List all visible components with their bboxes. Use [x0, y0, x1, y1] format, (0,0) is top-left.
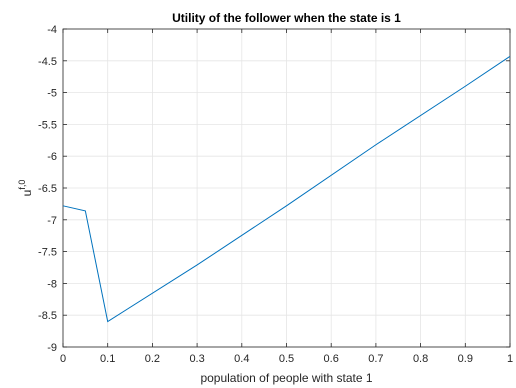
y-tick-label: -6: [47, 151, 57, 163]
x-tick-label: 0.9: [458, 353, 473, 365]
x-tick-label: 1: [507, 353, 513, 365]
chart-title: Utility of the follower when the state i…: [172, 11, 401, 25]
x-tick-label: 0.7: [368, 353, 383, 365]
y-tick-label: -7: [47, 215, 57, 227]
series-group: [62, 55, 511, 323]
x-tick-label: 0.8: [413, 353, 428, 365]
x-tick-label: 0: [60, 353, 66, 365]
x-tick-label: 0.6: [324, 353, 339, 365]
y-tick-label: -4: [47, 24, 57, 36]
x-axis-label: population of people with state 1: [200, 371, 372, 385]
y-tick-label: -8: [47, 278, 57, 290]
x-tick-label: 0.4: [234, 353, 249, 365]
y-tick-labels: -9 -8.5 -8 -7.5 -7 -6.5 -6 -5.5 -5 -4.5 -4: [38, 24, 57, 354]
x-tick-label: 0.1: [100, 353, 115, 365]
y-axis-label: uf,0: [17, 180, 34, 197]
y-tick-label: -7.5: [38, 247, 57, 259]
x-tick-labels: 0 0.1 0.2 0.3 0.4 0.5 0.6 0.7 0.8 0.9 1: [60, 353, 513, 365]
y-tick-label: -5: [47, 88, 57, 100]
y-axis-label-base: u: [20, 190, 34, 197]
y-tick-label: -9: [47, 342, 57, 354]
y-tick-label: -8.5: [38, 310, 57, 322]
series-line: [62, 55, 511, 323]
x-tick-label: 0.2: [145, 353, 160, 365]
x-tick-label: 0.3: [189, 353, 204, 365]
x-tick-label: 0.5: [279, 353, 294, 365]
y-tick-label: -4.5: [38, 56, 57, 68]
y-axis-label-superscript: f,0: [17, 180, 27, 190]
y-tick-label: -5.5: [38, 119, 57, 131]
y-tick-label: -6.5: [38, 183, 57, 195]
tick-marks: [62, 28, 511, 348]
